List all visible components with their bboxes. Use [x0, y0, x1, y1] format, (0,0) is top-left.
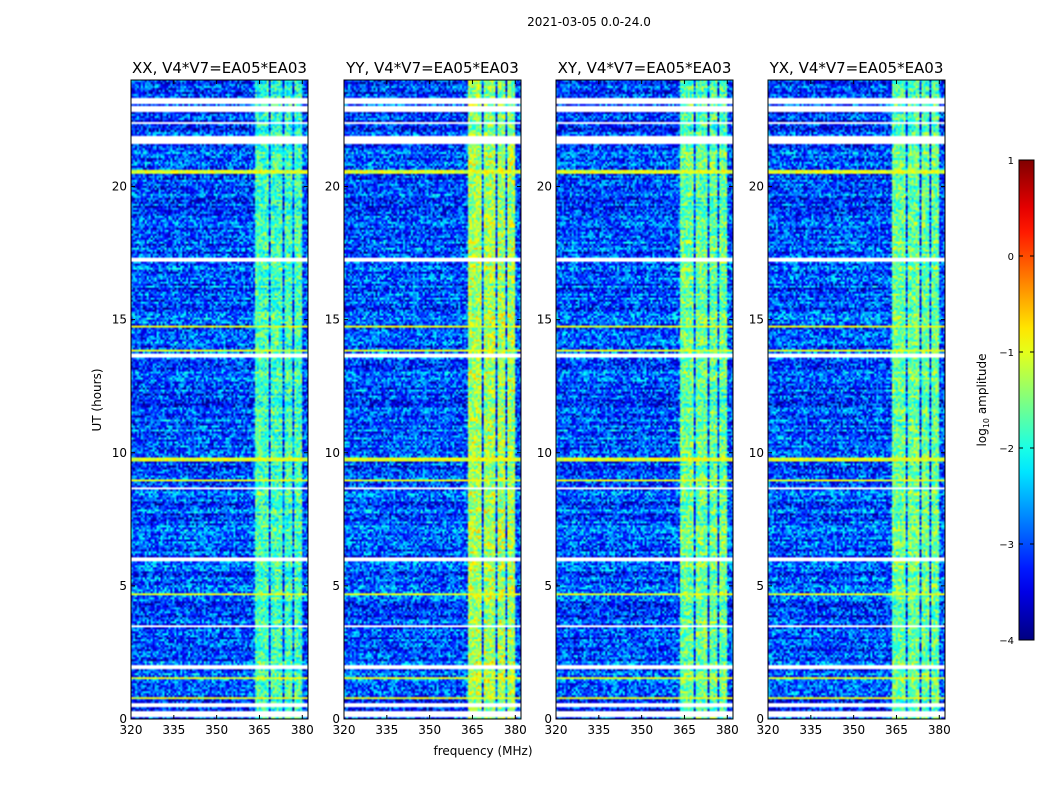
x-tick-label: 365 — [461, 723, 484, 737]
x-tick-label: 365 — [248, 723, 271, 737]
x-tick-label: 365 — [885, 723, 908, 737]
x-tick-label: 320 — [545, 723, 568, 737]
y-tick-label: 15 — [537, 313, 552, 327]
colorbar-tick-label: −4 — [999, 636, 1014, 647]
colorbar-tick-label: −3 — [999, 540, 1014, 551]
y-tick-label: 20 — [112, 180, 127, 194]
figure-title: 2021-03-05 0.0-24.0 — [527, 15, 651, 29]
colorbar-tick-label: 1 — [1008, 156, 1014, 167]
x-tick-label: 380 — [504, 723, 527, 737]
x-tick-label: 380 — [291, 723, 314, 737]
y-tick-label: 5 — [119, 579, 127, 593]
panel-title: YY, V4*V7=EA05*EA03 — [345, 59, 519, 77]
x-tick-label: 350 — [842, 723, 865, 737]
y-tick-label: 10 — [537, 446, 552, 460]
y-tick-label: 0 — [544, 712, 552, 726]
axes-frame — [767, 79, 946, 720]
y-tick-label: 10 — [749, 446, 764, 460]
y-tick-label: 0 — [119, 712, 127, 726]
y-tick-label: 20 — [749, 180, 764, 194]
x-tick-label: 365 — [673, 723, 696, 737]
y-tick-label: 20 — [325, 180, 340, 194]
y-tick-label: 15 — [112, 313, 127, 327]
y-tick-label: 10 — [325, 446, 340, 460]
panel-yx: YX, V4*V7=EA05*EA03 320 335 350 365 380 0 5 10 15… — [749, 59, 951, 737]
colorbar-tick-label: −1 — [999, 348, 1014, 359]
x-tick-label: 335 — [162, 723, 185, 737]
panel-title: YX, V4*V7=EA05*EA03 — [769, 59, 944, 77]
x-tick-label: 320 — [120, 723, 143, 737]
y-tick-label: 5 — [756, 579, 764, 593]
colorbar-gradient — [1018, 159, 1035, 641]
x-tick-label: 350 — [630, 723, 653, 737]
axes-frame — [130, 79, 309, 720]
panel-title: XY, V4*V7=EA05*EA03 — [558, 59, 732, 77]
panel-xx: XX, V4*V7=EA05*EA03 320 335 350 365 380 0 5 10 15… — [112, 59, 314, 737]
heatmap-image — [768, 80, 945, 719]
heatmap-image — [131, 80, 308, 719]
y-tick-label: 20 — [537, 180, 552, 194]
heatmap-image — [556, 80, 733, 719]
panel-title: XX, V4*V7=EA05*EA03 — [132, 59, 307, 77]
x-tick-label: 380 — [928, 723, 951, 737]
x-axis-label: frequency (MHz) — [433, 744, 532, 758]
x-tick-label: 335 — [375, 723, 398, 737]
y-tick-label: 0 — [756, 712, 764, 726]
colorbar-label: log10 amplitude — [975, 354, 991, 447]
panel-yy: YY, V4*V7=EA05*EA03 320 335 350 365 380 0 5 10 15… — [325, 59, 527, 737]
y-tick-label: 5 — [332, 579, 340, 593]
x-tick-label: 350 — [418, 723, 441, 737]
colorbar-tick-label: −2 — [999, 444, 1014, 455]
x-tick-label: 320 — [333, 723, 356, 737]
y-tick-label: 15 — [749, 313, 764, 327]
y-axis-label: UT (hours) — [90, 368, 104, 431]
x-tick-label: 320 — [757, 723, 780, 737]
colorbar-tick-label: 0 — [1008, 252, 1014, 263]
x-tick-label: 350 — [205, 723, 228, 737]
x-tick-label: 335 — [587, 723, 610, 737]
x-tick-label: 335 — [799, 723, 822, 737]
panel-xy: XY, V4*V7=EA05*EA03 320 335 350 365 380 0 5 10 15… — [537, 59, 739, 737]
panels-group: XX, V4*V7=EA05*EA03 320 335 350 365 380 0 5 10 15… — [112, 59, 951, 737]
y-tick-label: 5 — [544, 579, 552, 593]
axes-frame — [343, 79, 522, 720]
colorbar: 1 0 −1 −2 −3 −4 log10 amplitude — [975, 156, 1035, 647]
heatmap-image — [344, 80, 521, 719]
y-tick-label: 15 — [325, 313, 340, 327]
y-tick-label: 10 — [112, 446, 127, 460]
x-tick-label: 380 — [716, 723, 739, 737]
axes-frame — [555, 79, 734, 720]
y-tick-label: 0 — [332, 712, 340, 726]
